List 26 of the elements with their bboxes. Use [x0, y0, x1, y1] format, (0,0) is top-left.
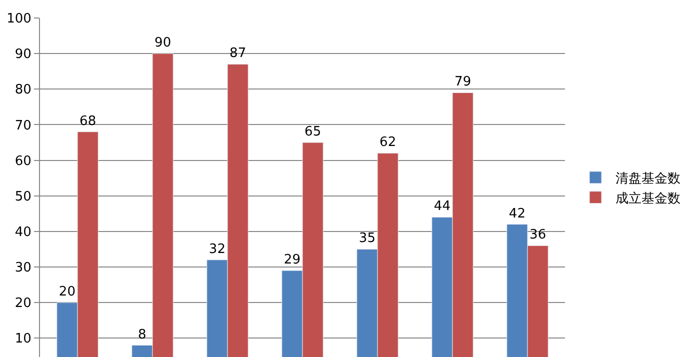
legend-label: 清盘基金数 [616, 172, 680, 187]
data-label: 8 [138, 327, 146, 342]
data-label: 62 [380, 135, 396, 150]
data-label: 44 [434, 199, 450, 214]
data-label: 36 [530, 228, 546, 243]
data-label: 32 [208, 242, 226, 257]
data-label: 20 [58, 284, 76, 300]
data-label: 35 [358, 231, 376, 246]
y-tick-label: 30 [14, 260, 32, 276]
y-tick-label: 90 [14, 47, 32, 62]
data-label: 42 [508, 206, 526, 222]
y-tick-label: 10 [14, 332, 32, 347]
data-label: 87 [230, 46, 246, 62]
data-label: 65 [304, 124, 322, 140]
legend-label: 成立基金数 [616, 190, 680, 206]
y-tick-label: 20 [14, 296, 32, 312]
data-label: 79 [454, 74, 472, 90]
y-tick-label: 40 [14, 224, 32, 240]
data-label: 68 [80, 114, 96, 129]
y-tick-label: 80 [14, 82, 32, 98]
y-tick-label: 60 [14, 154, 32, 169]
y-tick-label: 70 [14, 118, 32, 134]
y-tick-label: 50 [14, 189, 32, 204]
data-label: 29 [284, 252, 300, 268]
data-label: 90 [154, 36, 172, 51]
y-tick-label: 100 [6, 12, 32, 27]
